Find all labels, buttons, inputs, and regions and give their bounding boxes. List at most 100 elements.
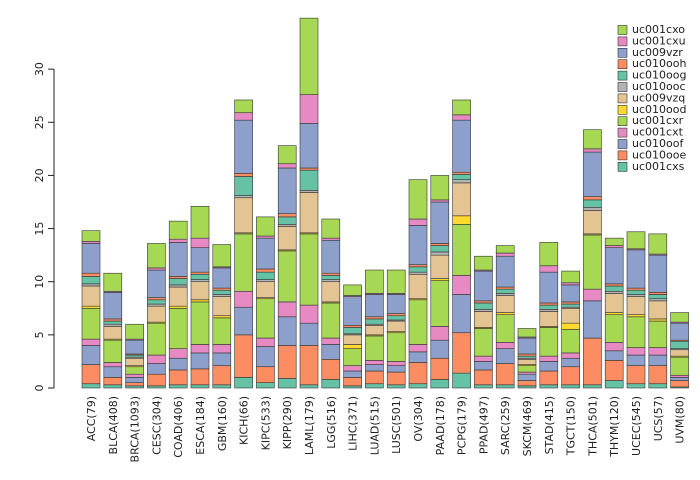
bar-segment-uc010oog <box>277 216 297 225</box>
bar-segment-uc001cxr <box>212 317 232 345</box>
legend-label: uc001cxs <box>632 160 685 173</box>
bar-segment-uc001cxt <box>103 362 123 368</box>
bar-segment-uc010ooc <box>583 207 602 211</box>
bar-segment-uc001cxu <box>561 282 580 286</box>
x-tick-label: BLCA(408) <box>107 396 120 454</box>
bar-segment-uc001cxr <box>343 348 362 366</box>
bar-segment-uc010oof <box>452 294 471 334</box>
bar-stack <box>430 175 450 389</box>
bar-segment-uc001cxs <box>408 383 428 389</box>
bar-segment-uc010oof <box>343 370 362 378</box>
bar-segment-uc010oog <box>147 299 166 305</box>
bar-segment-uc009vzq <box>561 307 580 324</box>
bar-segment-uc001cxr <box>256 298 275 339</box>
bar-segment-uc001cxr <box>648 320 668 348</box>
bar-segment-uc001cxr <box>168 307 188 349</box>
bar-segment-uc010ooe <box>583 337 602 386</box>
bar-segment-uc001cxo <box>604 237 624 246</box>
bar-segment-uc001cxo <box>517 328 537 338</box>
bar-segment-uc010ooh <box>277 213 297 218</box>
bar-segment-uc009vzr <box>561 284 580 303</box>
bar-segment-uc001cxr <box>299 233 319 306</box>
bar-segment-uc010ooc <box>190 279 210 283</box>
legend-label: uc010ood <box>632 103 686 116</box>
bar-segment-uc001cxs <box>256 382 275 389</box>
bar-segment-uc009vzr <box>539 271 559 304</box>
bar-stack <box>626 231 646 389</box>
bar-segment-uc001cxo <box>539 242 559 267</box>
bar-segment-uc001cxt <box>190 344 210 354</box>
bar-segment-uc001cxr <box>103 339 123 363</box>
bar-segment-uc010ood <box>604 312 624 315</box>
bar-stack <box>277 145 297 389</box>
bar-segment-uc009vzr <box>103 292 123 320</box>
bar-segment-uc001cxs <box>583 384 602 389</box>
bar-stack <box>386 269 406 389</box>
bar-segment-uc009vzr <box>386 294 406 314</box>
bar-segment-uc001cxu <box>539 265 559 273</box>
bar-segment-uc010ooc <box>81 283 101 287</box>
bar-segment-uc010ooc <box>408 271 428 275</box>
bar-segment-uc001cxt <box>474 355 493 362</box>
bar-segment-uc010oog <box>474 302 493 310</box>
bar-segment-uc010ood <box>626 314 646 318</box>
bar-segment-uc001cxt <box>168 348 188 359</box>
bar-segment-uc010oof <box>583 300 602 339</box>
legend-item: uc010oof <box>617 137 684 150</box>
legend-label: uc009vzr <box>632 46 683 59</box>
bar-segment-uc009vzq <box>234 197 253 234</box>
bar-segment-uc009vzq <box>343 334 362 345</box>
bar-segment-uc010ood <box>343 344 362 349</box>
bar-segment-uc001cxr <box>670 356 689 376</box>
bar-segment-uc001cxu <box>168 238 188 243</box>
bar-stack <box>234 99 253 389</box>
bar-segment-uc001cxt <box>343 365 362 372</box>
legend-label: uc001cxu <box>632 34 686 47</box>
bar-segment-uc009vzr <box>299 123 319 169</box>
bar-stack <box>583 129 602 389</box>
bar-segment-uc001cxr <box>452 224 471 276</box>
bar-segment-uc010oof <box>277 316 297 346</box>
bar-segment-uc001cxs <box>648 383 668 389</box>
bar-segment-uc010oof <box>517 373 537 381</box>
legend-swatch <box>617 25 628 35</box>
bar-segment-uc001cxt <box>365 360 384 365</box>
bar-segment-uc010ood <box>495 312 515 315</box>
bar-segment-uc010ooe <box>539 370 559 386</box>
bar-segment-uc001cxr <box>190 301 210 345</box>
legend-swatch <box>617 127 628 138</box>
bar-segment-uc009vzr <box>408 225 428 266</box>
bar-segment-uc009vzq <box>604 293 624 313</box>
bar-stack <box>256 216 275 389</box>
bar-segment-uc001cxr <box>147 322 166 356</box>
bar-segment-uc010ooh <box>495 286 515 290</box>
bar-segment-uc010ooh <box>517 353 537 357</box>
bar-segment-uc001cxt <box>408 344 428 353</box>
bar-segment-uc001cxo <box>277 145 297 165</box>
bar-segment-uc001cxo <box>212 244 232 268</box>
bar-stack <box>81 230 101 389</box>
bar-segment-uc001cxr <box>321 302 341 339</box>
bar-segment-uc009vzq <box>125 357 144 366</box>
bar-segment-uc001cxu <box>81 241 101 244</box>
bar-segment-uc001cxs <box>125 385 144 389</box>
bar-segment-uc010oog <box>212 289 232 295</box>
legend-item: uc010ooh <box>617 57 686 70</box>
bar-segment-uc010oog <box>626 289 646 295</box>
bar-segment-uc010ooe <box>495 363 515 386</box>
bar-stack <box>539 242 559 389</box>
bar-segment-uc001cxo <box>365 269 384 294</box>
bar-stack <box>365 269 384 389</box>
bar-segment-uc010ooc <box>648 298 668 302</box>
x-tick-label: LUAD(515) <box>368 396 381 455</box>
bar-segment-uc001cxs <box>168 384 188 389</box>
y-tick-label: 30 <box>33 62 46 76</box>
bar-stack <box>168 220 188 389</box>
bar-segment-uc010oog <box>561 303 580 308</box>
bar-segment-uc010ooe <box>604 360 624 381</box>
bar-segment-uc009vzq <box>81 285 101 307</box>
x-tick-label: GBM(160) <box>216 396 229 451</box>
bar-segment-uc001cxr <box>561 329 580 354</box>
bar-segment-uc009vzq <box>495 295 515 313</box>
